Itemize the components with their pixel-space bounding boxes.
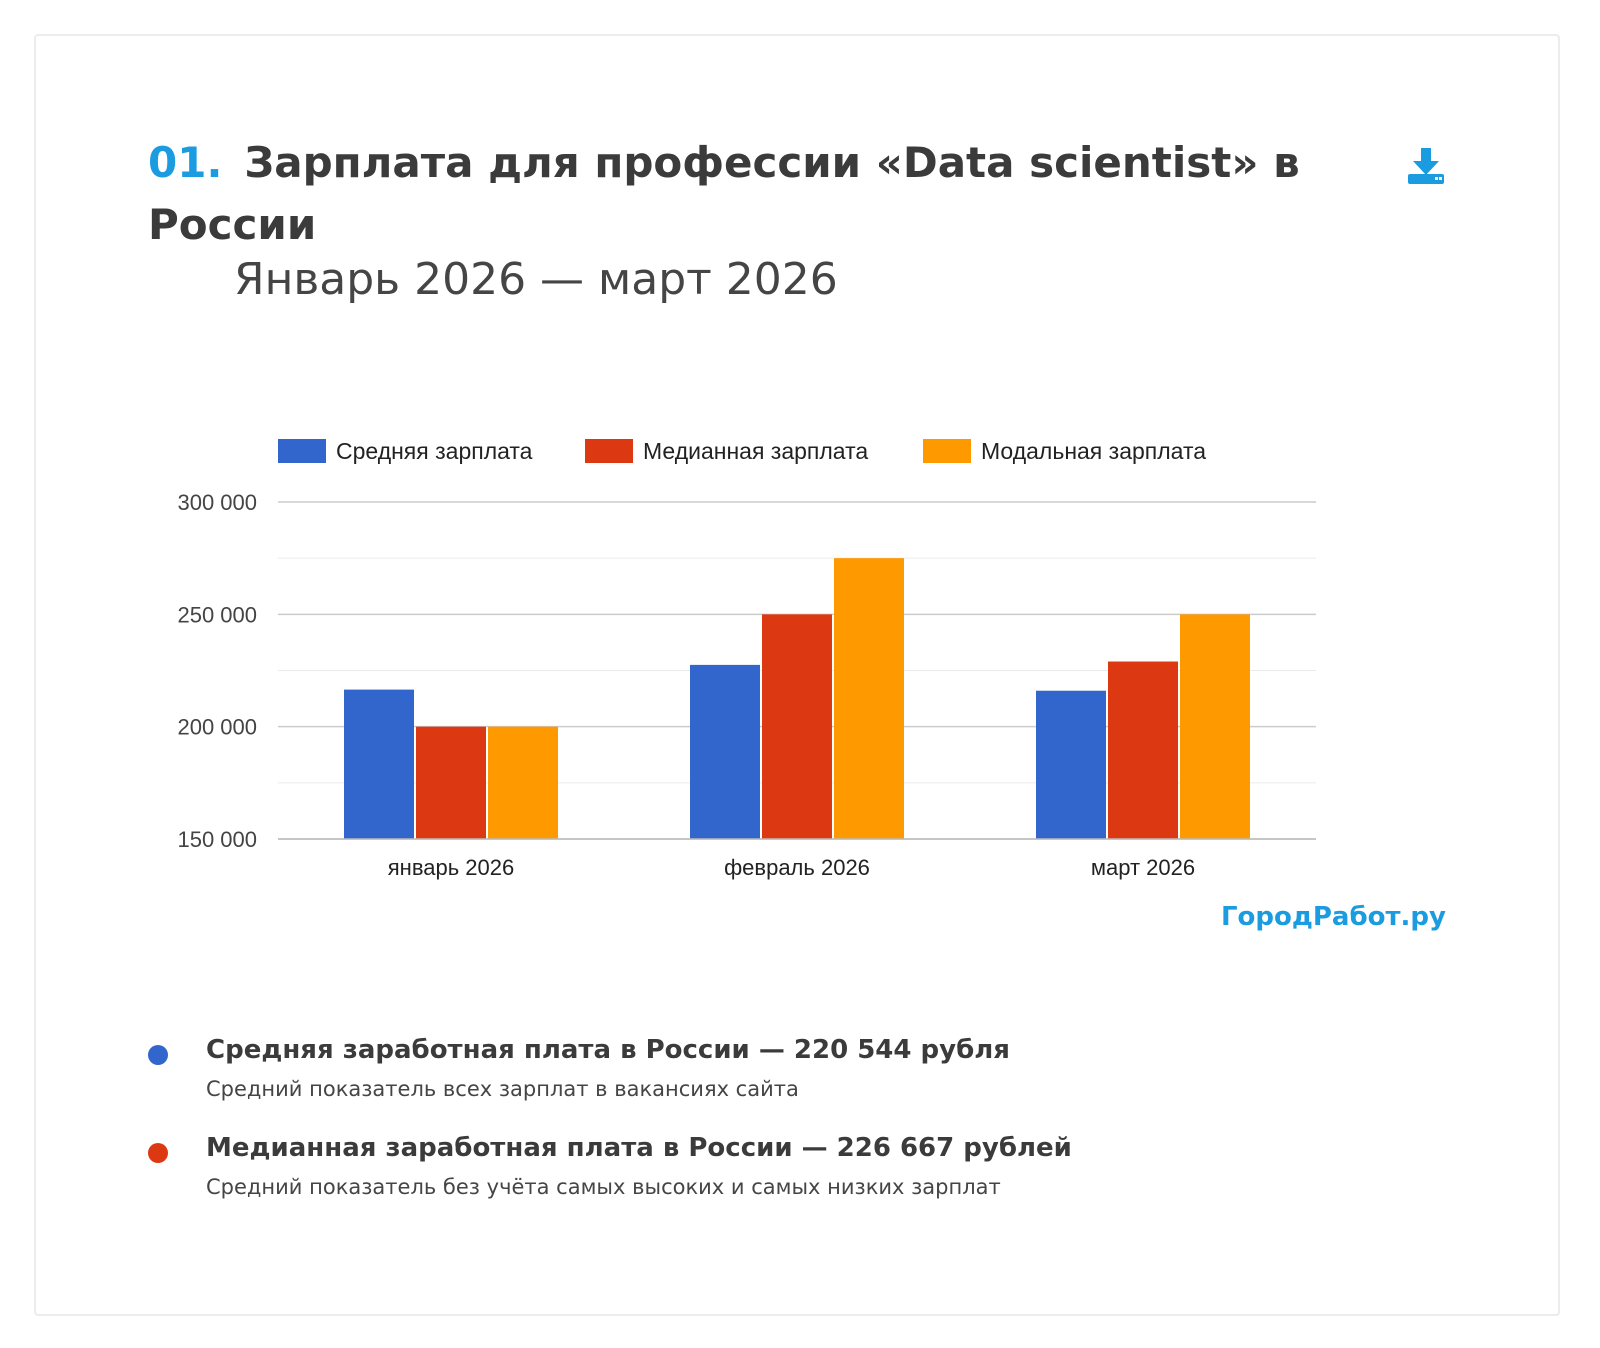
bar [1036,690,1106,839]
download-icon [1408,148,1444,184]
brand-logo-text: ГородРабот.ру [1220,902,1446,932]
page-subtitle: Январь 2026 — март 2026 [234,254,838,305]
bar [416,726,486,839]
stat-median-desc: Средний показатель без учёта самых высок… [206,1175,1001,1199]
legend-label: Модальная зарплата [981,438,1206,464]
bar [834,558,904,839]
title-number: 01. [148,138,223,187]
legend-swatch [585,439,633,463]
stat-mean-desc: Средний показатель всех зарплат в ваканс… [206,1077,799,1101]
y-tick-label: 150 000 [177,827,257,852]
bar [1108,661,1178,839]
download-button[interactable] [1404,144,1448,188]
y-tick-label: 200 000 [177,715,257,740]
bar [488,726,558,839]
legend-label: Средняя зарплата [336,438,533,464]
bar [344,689,414,839]
title-text: Зарплата для профессии «Data scientist» … [148,138,1300,249]
bar [1180,614,1250,839]
x-tick-label: февраль 2026 [724,855,870,880]
y-tick-label: 300 000 [177,490,257,515]
page-title: 01. Зарплата для профессии «Data scientis… [148,132,1348,256]
stat-mean-head: Средняя заработная плата в России — 220 … [206,1035,1010,1065]
y-tick-label: 250 000 [177,602,257,627]
legend-swatch [278,439,326,463]
bar [690,664,760,839]
legend-swatch [923,439,971,463]
x-tick-label: март 2026 [1091,855,1195,880]
x-tick-label: январь 2026 [388,855,515,880]
stat-median-dot [148,1143,168,1163]
legend-label: Медианная зарплата [643,438,868,464]
bar [762,614,832,839]
stat-mean-dot [148,1045,168,1065]
stat-median-head: Медианная заработная плата в России — 22… [206,1133,1072,1163]
